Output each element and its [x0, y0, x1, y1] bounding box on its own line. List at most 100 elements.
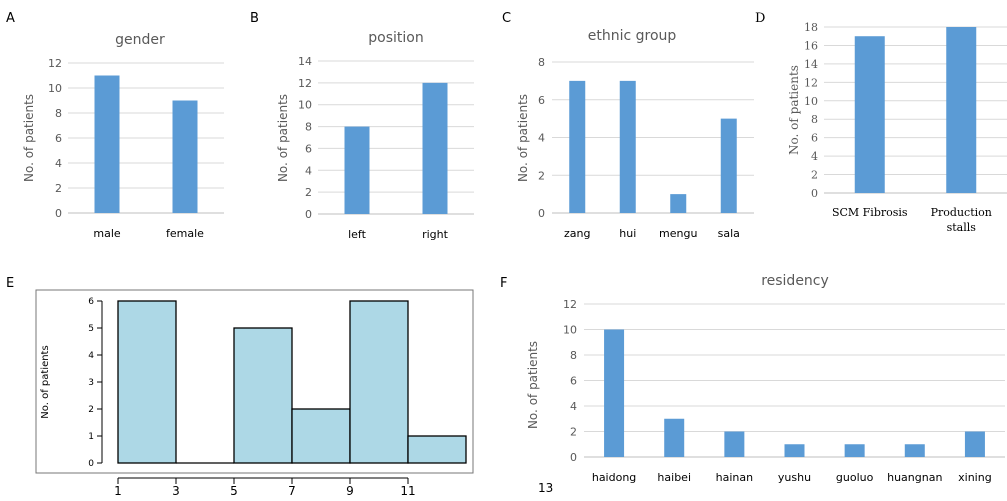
y-tick-label: 4 — [305, 164, 312, 177]
y-tick-label: 6 — [55, 132, 62, 145]
histogram-bar — [233, 327, 293, 464]
histogram-bar — [407, 435, 467, 464]
histogram-bar — [349, 300, 409, 464]
y-tick-label: 10 — [48, 82, 62, 95]
y-tick-label: 12 — [804, 76, 818, 89]
chart-title: gender — [115, 32, 165, 48]
bar-haidong — [604, 329, 625, 457]
y-axis-label: No. of patients — [787, 65, 801, 155]
y-tick-label: 0 — [538, 207, 545, 220]
y-tick-label: 6 — [305, 142, 312, 155]
panel-D: D 0 2 4 6 8 10 12 14 16 18 No. of patients SCM Fibro… — [755, 11, 1007, 234]
panel-label: E — [6, 276, 14, 291]
panel-label: B — [250, 11, 259, 26]
y-tick-label: 12 — [48, 57, 62, 70]
x-tick-label: 7 — [288, 484, 296, 496]
y-tick-label: 10 — [298, 99, 312, 112]
panel-label: D — [755, 11, 765, 26]
bar-haibei — [664, 418, 685, 457]
y-tick-label: 8 — [538, 56, 545, 69]
chart-title: residency — [761, 273, 829, 289]
bar-mengu — [670, 194, 687, 213]
x-tick-label: yushu — [778, 471, 811, 484]
y-tick-label: 2 — [570, 426, 577, 439]
x-tick-label: SCM Fibrosis — [832, 206, 908, 219]
bar-scm-fibrosis — [854, 36, 885, 193]
x-tick-label: 9 — [346, 484, 354, 496]
bar-right — [422, 82, 448, 214]
y-tick-label: 4 — [811, 150, 818, 163]
x-tick-label: stalls — [947, 221, 977, 234]
bar-zang — [569, 80, 586, 213]
y-tick-label: 5 — [88, 324, 94, 334]
y-tick-label: 14 — [298, 55, 312, 68]
x-tick-label: haibei — [657, 471, 691, 484]
x-tick-label: hainan — [716, 471, 753, 484]
y-tick-label: 4 — [570, 400, 577, 413]
y-tick-label: 2 — [538, 169, 545, 182]
bar-production-stalls — [946, 27, 977, 193]
bar-xining — [964, 431, 985, 457]
y-axis-label: No. of patients — [276, 94, 290, 182]
x-tick-label: mengu — [659, 227, 697, 240]
y-tick-label: 2 — [88, 405, 94, 415]
x-tick-label: hui — [619, 227, 636, 240]
y-tick-label: 0 — [570, 451, 577, 464]
bar-female — [172, 100, 198, 213]
panel-label: A — [6, 11, 15, 26]
chart-title: ethnic group — [588, 28, 677, 44]
bar-huangnan — [904, 444, 925, 457]
y-axis-label: No. of patients — [526, 341, 540, 429]
bar-left — [344, 126, 370, 214]
y-tick-label: 14 — [804, 58, 818, 71]
y-tick-label: 2 — [55, 182, 62, 195]
y-tick-label: 8 — [811, 113, 818, 126]
x-tick-label: sala — [718, 227, 740, 240]
y-tick-label: 1 — [88, 432, 94, 442]
plot-border — [35, 289, 474, 474]
x-tick-label: haidong — [592, 471, 636, 484]
x-tick-label: 1 — [114, 484, 122, 496]
y-tick-label: 6 — [811, 132, 818, 145]
y-tick-label: 12 — [563, 298, 577, 311]
y-tick-label: 8 — [305, 121, 312, 134]
y-tick-label: 2 — [811, 169, 818, 182]
x-tick-label: female — [166, 227, 204, 240]
y-axis-label: No. of patients — [40, 345, 51, 418]
y-tick-label: 10 — [563, 324, 577, 337]
bar-guoluo — [844, 444, 865, 457]
y-tick-label: 0 — [305, 208, 312, 221]
x-tick-label: Production — [931, 206, 992, 219]
y-tick-label: 8 — [55, 107, 62, 120]
y-tick-label: 18 — [804, 21, 818, 34]
bar-sala — [720, 118, 737, 213]
bar-yushu — [784, 444, 805, 457]
bar-hui — [619, 80, 636, 213]
y-tick-label: 4 — [88, 351, 94, 361]
footnote-label: 13 — [538, 481, 553, 495]
x-tick-label: 5 — [230, 484, 238, 496]
histogram-bar — [117, 300, 177, 464]
x-tick-label: guoluo — [836, 471, 874, 484]
bar-male — [94, 75, 120, 213]
y-tick-label: 8 — [570, 349, 577, 362]
x-tick-label: right — [422, 228, 449, 241]
x-tick-label: huangnan — [887, 471, 942, 484]
y-tick-label: 6 — [538, 94, 545, 107]
y-tick-label: 16 — [804, 39, 818, 52]
histogram-bar — [291, 408, 351, 464]
y-tick-label: 10 — [804, 95, 818, 108]
x-tick-label: xining — [958, 471, 992, 484]
y-tick-label: 4 — [538, 132, 545, 145]
x-tick-label: male — [93, 227, 121, 240]
panel-label: C — [502, 11, 511, 26]
y-axis-label: No. of patients — [516, 94, 530, 182]
x-tick-label: 3 — [172, 484, 180, 496]
y-tick-label: 0 — [55, 207, 62, 220]
